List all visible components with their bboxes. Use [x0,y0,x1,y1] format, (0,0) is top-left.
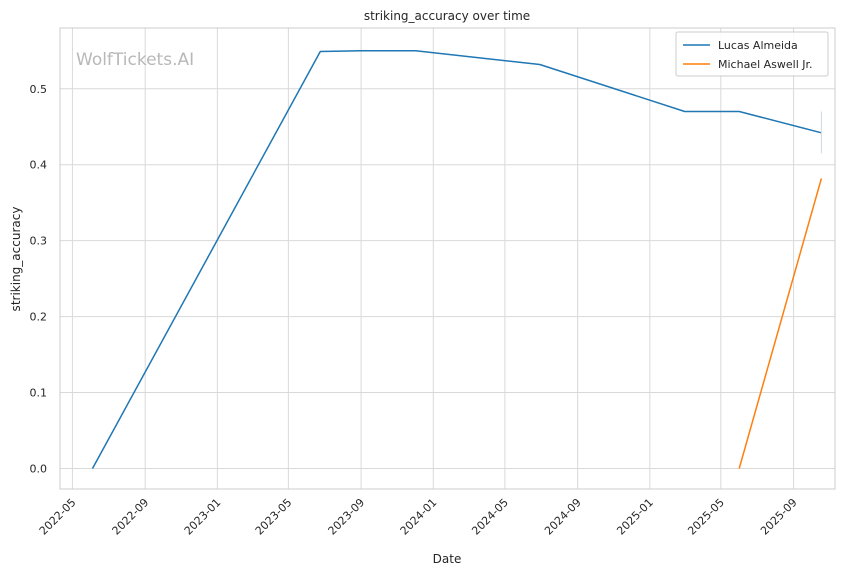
series-line-lucas-almeida [91,50,822,469]
grid [60,28,835,489]
y-axis-label: striking_accuracy [9,207,23,312]
series-lines [91,50,823,469]
y-tick-label: 0.5 [30,83,48,96]
y-tick-label: 0.3 [30,235,48,248]
series-line-michael-aswell-jr [738,178,823,469]
plot-area-frame [59,27,836,490]
y-tick-label: 0.4 [30,159,48,172]
x-tick-label: 2023-01 [182,496,224,538]
y-tick-label: 0.0 [30,462,48,475]
x-tick-label: 2023-05 [253,496,295,538]
y-axis-ticks: 0.0 0.1 0.2 0.3 0.4 0.5 [30,83,48,476]
x-tick-label: 2025-05 [685,496,727,538]
x-tick-label: 2022-05 [37,496,79,538]
watermark: WolfTickets.AI [76,50,194,70]
x-tick-label: 2025-09 [758,496,800,538]
x-tick-label: 2022-09 [110,496,152,538]
x-tick-label: 2023-09 [326,496,368,538]
x-tick-label: 2024-01 [398,496,440,538]
x-tick-label: 2024-09 [542,496,584,538]
x-axis-ticks: 2022-05 2022-09 2023-01 2023-05 2023-09 2024-… [37,496,800,538]
x-tick-label: 2024-05 [469,496,511,538]
legend: Lucas Almeida Michael Aswell Jr. [675,31,829,77]
x-tick-label: 2025-01 [614,496,656,538]
legend-label: Lucas Almeida [718,39,798,52]
legend-box [675,31,829,77]
legend-label: Michael Aswell Jr. [718,58,813,71]
chart-title: striking_accuracy over time [364,9,530,23]
y-tick-label: 0.1 [30,387,48,400]
y-tick-label: 0.2 [30,311,48,324]
x-axis-label: Date [433,552,462,566]
